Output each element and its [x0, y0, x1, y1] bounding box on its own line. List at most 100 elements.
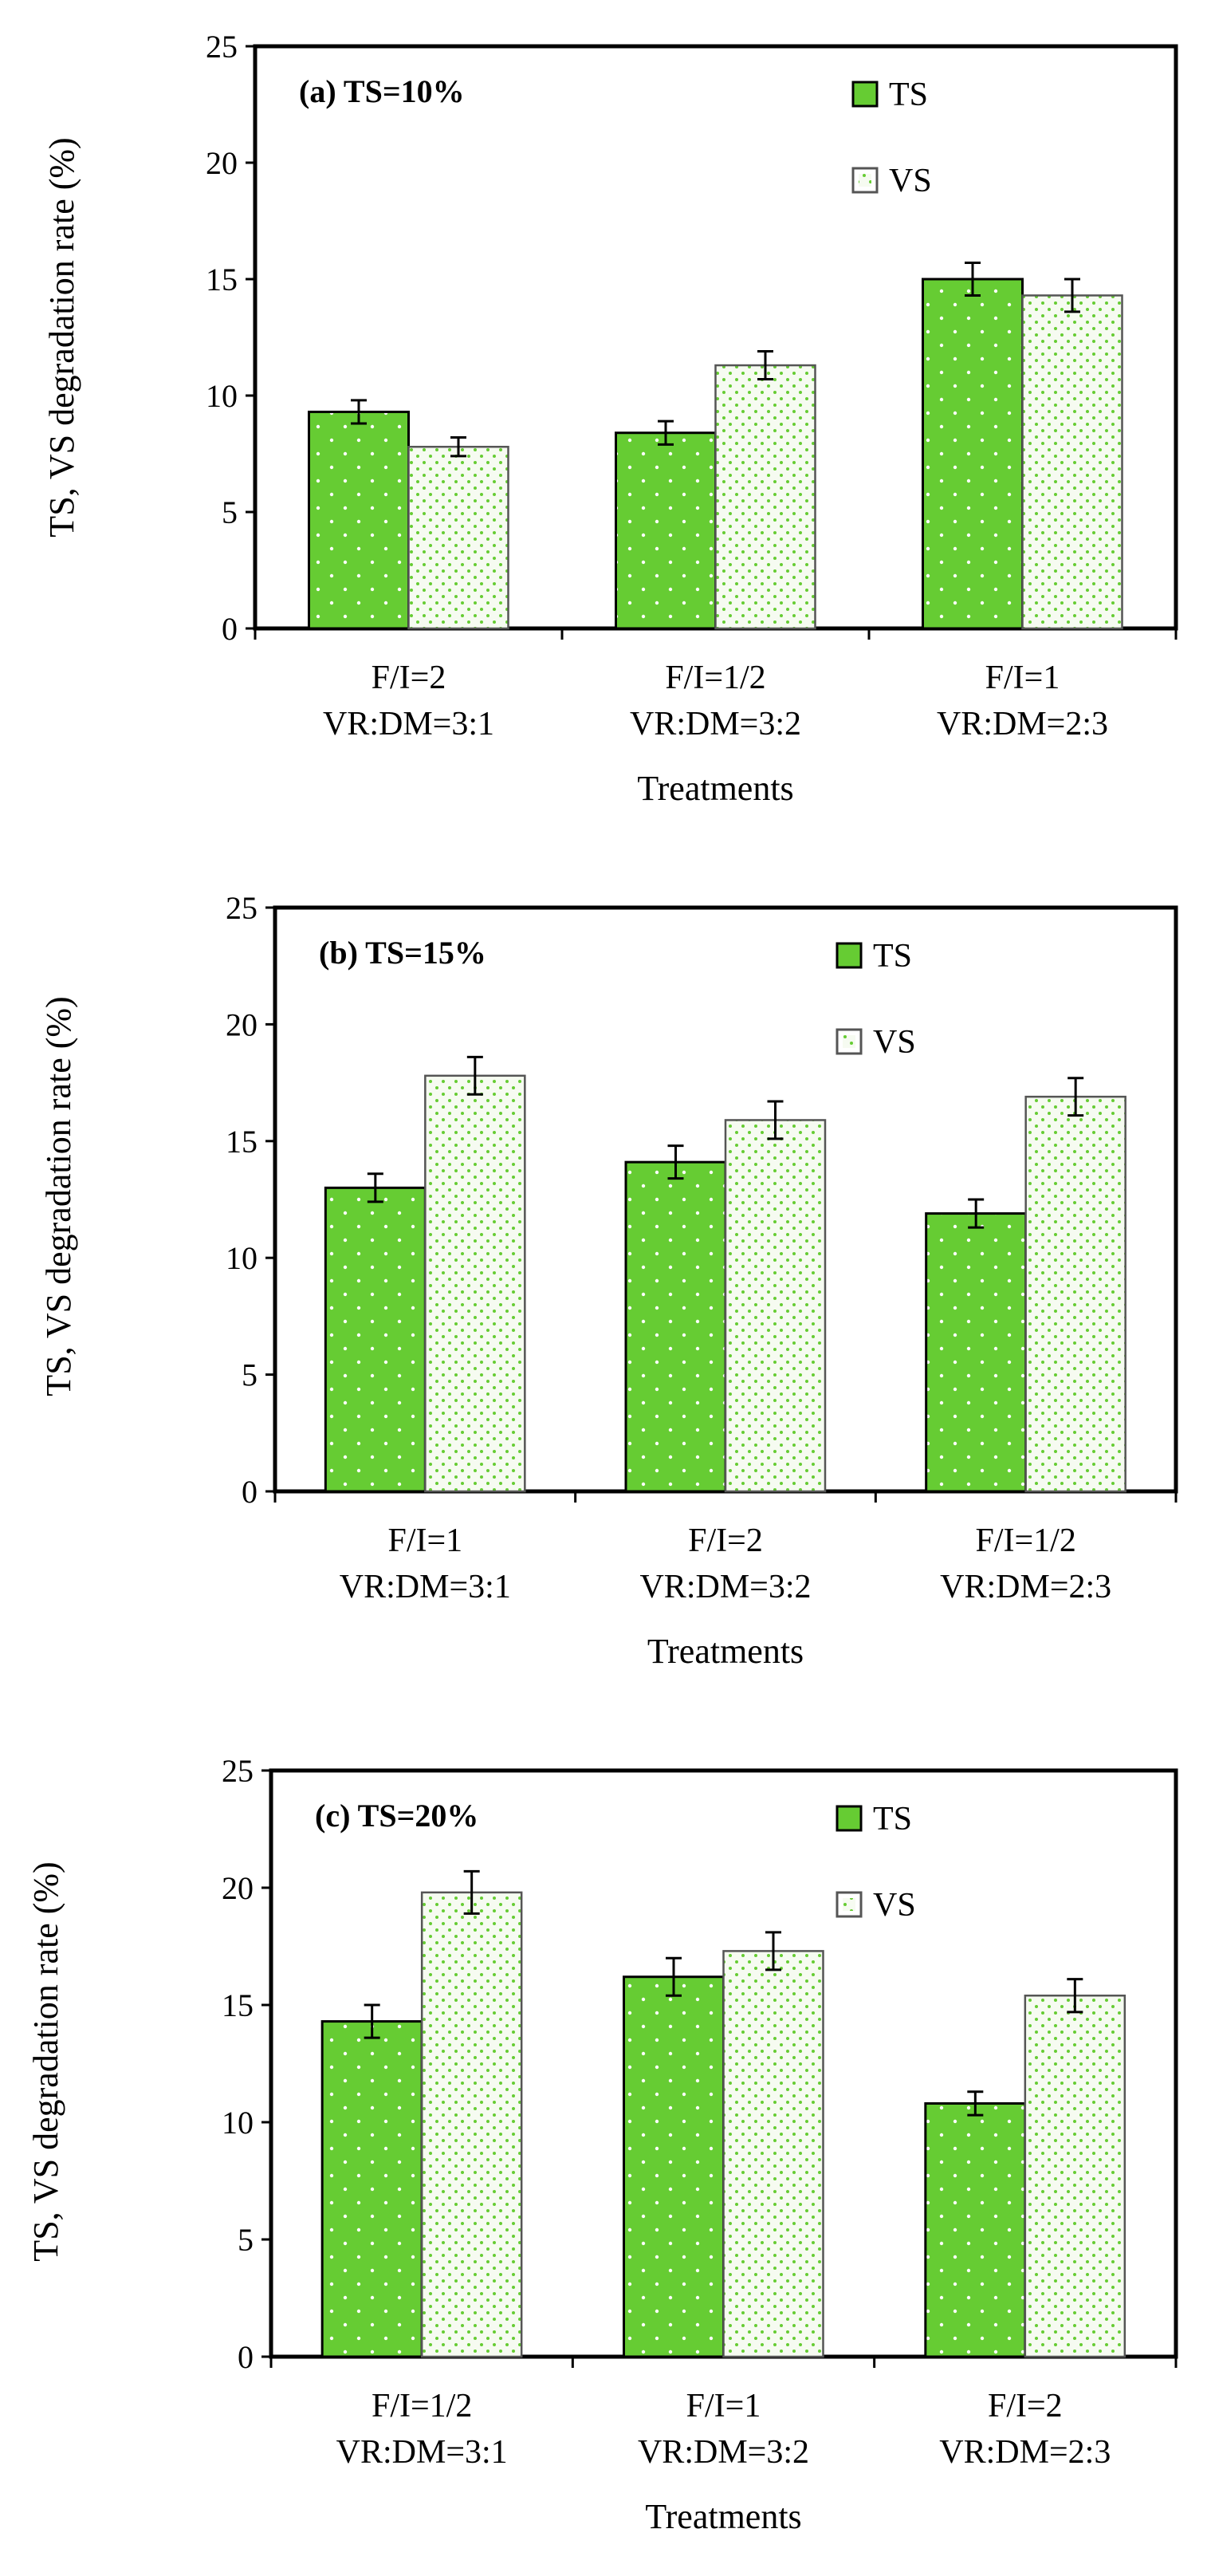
bar-ts-1	[615, 431, 717, 630]
x-category-label: F/I=1	[686, 2388, 761, 2424]
y-tick-label: 25	[226, 890, 258, 926]
legend: TS VS	[836, 1801, 916, 1924]
legend-label-vs: VS	[873, 1887, 916, 1924]
legend-swatch-pattern	[843, 1035, 855, 1048]
bar-ts-1	[624, 1160, 727, 1493]
y-tick-label: 10	[222, 2105, 254, 2141]
bar-ts-1	[623, 1975, 725, 2358]
bar-ts-0	[320, 2020, 423, 2358]
bar-vs-2	[1021, 294, 1123, 630]
bar-vs-2	[1024, 1095, 1126, 1493]
x-category-label: F/I=2	[688, 1522, 763, 1559]
bar-vs-1	[724, 1119, 827, 1493]
y-axis-title: TS, VS degradation rate (%)	[39, 996, 78, 1396]
legend-label-vs: VS	[889, 163, 932, 199]
bar-ts-2	[922, 278, 1024, 630]
error-bar-vs-1	[767, 1100, 784, 1140]
error-bar-ts-1	[667, 1144, 684, 1180]
legend-swatch-pattern	[859, 174, 871, 187]
bar-ts-2	[924, 2101, 1027, 2358]
bar-vs-1	[722, 1950, 824, 2358]
panel-title: (b) TS=15%	[319, 935, 486, 971]
x-category-label: VR:DM=3:1	[336, 2434, 508, 2471]
legend-label-ts: TS	[873, 1801, 912, 1837]
y-tick-label: 0	[242, 1474, 258, 1510]
y-tick-label: 0	[238, 2339, 254, 2375]
y-tick-label: 10	[206, 378, 238, 414]
x-category-label: F/I=2	[988, 2388, 1063, 2424]
y-tick-label: 20	[222, 1870, 254, 1906]
error-bar-vs-1	[765, 1931, 781, 1971]
x-category-label: F/I=1/2	[372, 2388, 472, 2424]
bar-ts-0	[308, 410, 410, 630]
error-bar-vs-2	[1064, 278, 1080, 313]
bar-vs-0	[407, 445, 509, 630]
x-category-label: VR:DM=3:2	[639, 1569, 811, 1605]
error-bar-vs-0	[463, 1869, 480, 1915]
error-bar-ts-0	[351, 399, 367, 425]
bar-vs-0	[420, 1891, 523, 2358]
x-category-label: VR:DM=2:3	[940, 1569, 1111, 1605]
y-tick-label: 15	[222, 1987, 254, 2023]
error-bar-vs-2	[1067, 1978, 1083, 2014]
y-tick-label: 5	[222, 494, 238, 530]
x-axis-title: Treatments	[637, 769, 793, 808]
error-bar-vs-2	[1067, 1077, 1084, 1117]
error-bar-ts-1	[666, 1956, 682, 1997]
x-category-label: VR:DM=3:2	[630, 706, 801, 742]
x-category-label: VR:DM=3:1	[323, 706, 494, 742]
legend-swatch-pattern	[843, 1898, 855, 1911]
x-category-label: F/I=1/2	[665, 660, 765, 696]
x-category-label: F/I=1	[387, 1522, 462, 1559]
y-tick-label: 15	[226, 1124, 258, 1160]
panel-title: (a) TS=10%	[299, 73, 465, 109]
bar-vs-2	[1024, 1994, 1126, 2358]
y-axis-title: TS, VS degradation rate (%)	[42, 137, 81, 537]
error-bar-vs-1	[757, 350, 773, 381]
legend-label-ts: TS	[873, 938, 912, 975]
x-axis-title: Treatments	[645, 2497, 801, 2536]
legend: TS VS	[851, 77, 932, 199]
x-category-label: VR:DM=2:3	[939, 2434, 1111, 2471]
y-tick-label: 5	[238, 2222, 254, 2258]
y-tick-label: 5	[242, 1357, 258, 1393]
y-tick-label: 20	[226, 1006, 258, 1042]
legend-swatch-ts	[836, 1805, 863, 1832]
bar-ts-0	[324, 1186, 427, 1493]
chart-panel-0: 0 5 10 15 20 25 F/I=2 VR:DM=3:1 F/I=1/2 VR:DM=3:2…	[42, 29, 1178, 808]
x-category-label: VR:DM=2:3	[937, 706, 1108, 742]
error-bar-vs-0	[450, 436, 466, 458]
x-category-label: F/I=1	[985, 660, 1060, 696]
error-bar-ts-0	[364, 2003, 380, 2039]
legend-label-vs: VS	[873, 1024, 916, 1061]
legend-label-ts: TS	[889, 77, 928, 113]
y-tick-label: 15	[206, 262, 238, 297]
bar-vs-1	[714, 364, 816, 630]
x-axis-title: Treatments	[647, 1632, 804, 1671]
error-bar-ts-2	[967, 2090, 984, 2117]
x-category-label: F/I=1/2	[975, 1522, 1075, 1559]
error-bar-vs-0	[466, 1055, 483, 1096]
y-tick-label: 20	[206, 145, 238, 181]
y-axis-title: TS, VS degradation rate (%)	[26, 1861, 65, 2261]
legend-swatch-ts	[836, 942, 863, 969]
chart-panel-2: 0 5 10 15 20 25 F/I=1/2 VR:DM=3:1 F/I=1 VR:DM=3:2…	[26, 1753, 1178, 2536]
chart-panel-1: 0 5 10 15 20 25 F/I=1 VR:DM=3:1 F/I=2 VR:DM=3:2 F/…	[39, 890, 1178, 1671]
error-bar-ts-2	[965, 262, 981, 297]
panel-title: (c) TS=20%	[315, 1798, 478, 1834]
error-bar-ts-1	[658, 419, 674, 446]
legend: TS VS	[836, 938, 916, 1061]
y-tick-label: 25	[222, 1753, 254, 1789]
y-tick-label: 25	[206, 29, 238, 65]
y-tick-label: 10	[226, 1240, 258, 1276]
bar-ts-2	[925, 1212, 1028, 1493]
y-tick-label: 0	[222, 611, 238, 647]
x-category-label: VR:DM=3:2	[638, 2434, 809, 2471]
x-category-label: F/I=2	[372, 660, 446, 696]
error-bar-ts-0	[367, 1172, 383, 1203]
x-category-label: VR:DM=3:1	[340, 1569, 511, 1605]
error-bar-ts-2	[968, 1198, 985, 1229]
bar-vs-0	[424, 1074, 526, 1493]
legend-swatch-ts	[851, 81, 879, 108]
